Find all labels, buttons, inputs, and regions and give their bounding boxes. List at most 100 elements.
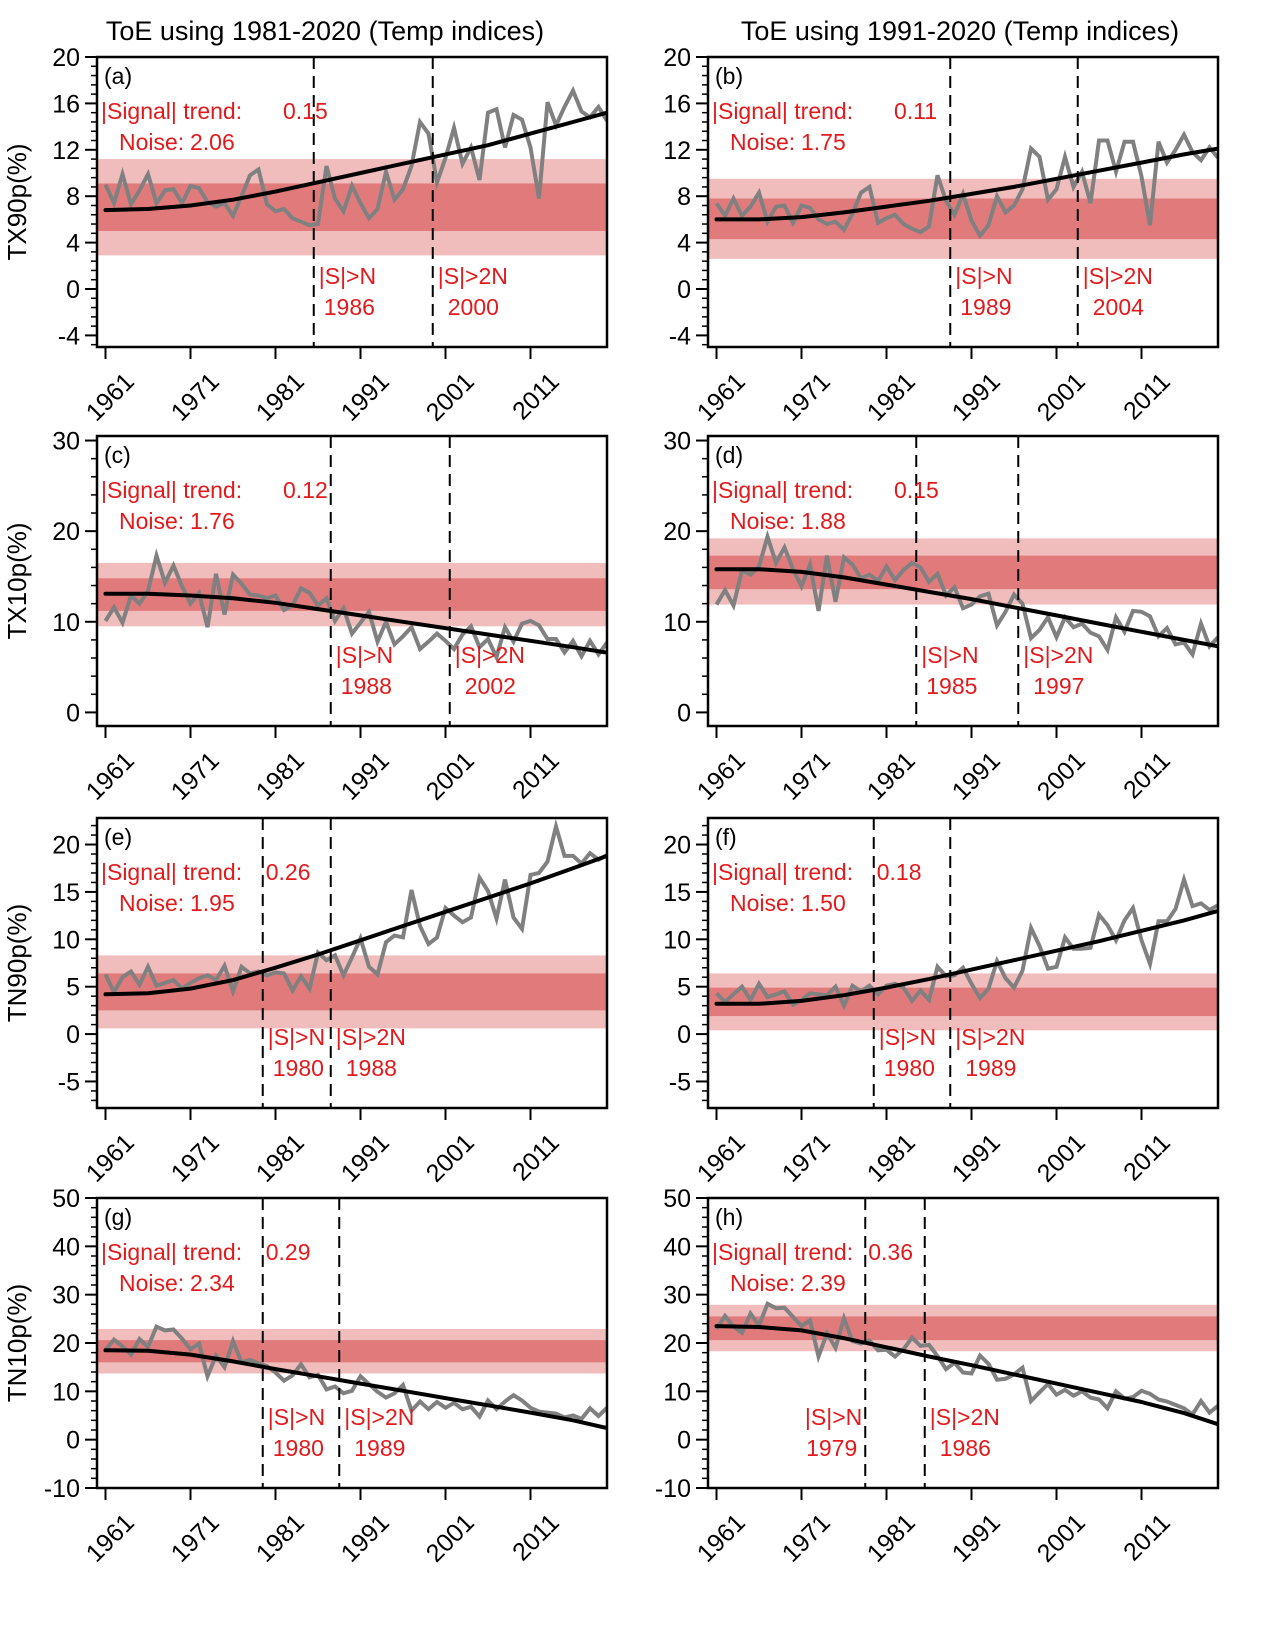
toe-s-gt-n-year: 1986 xyxy=(324,294,375,320)
toe-s-gt-n-year: 1988 xyxy=(341,673,392,699)
y-tick-label: 0 xyxy=(66,699,80,727)
y-tick-label: 8 xyxy=(677,183,691,211)
panel-label: (a) xyxy=(104,63,132,89)
x-tick-label: 2001 xyxy=(421,1509,480,1568)
x-tick-label: 2001 xyxy=(1032,368,1091,427)
noise-value: 1.76 xyxy=(190,508,235,534)
y-tick-label: 20 xyxy=(52,44,80,72)
toe-s-gt-n-year: 1980 xyxy=(273,1435,324,1461)
y-tick-label: 4 xyxy=(677,230,691,258)
y-tick-label: 10 xyxy=(52,926,80,954)
toe-s-gt-2n-label: |S|>2N xyxy=(1023,642,1093,668)
x-tick-label: 2011 xyxy=(1118,368,1176,426)
y-tick-label: 15 xyxy=(52,879,80,907)
y-tick-label: 10 xyxy=(52,1378,80,1406)
y-tick-label: 30 xyxy=(52,1282,80,1310)
panel-d: 0 10 20 30 1961 1971 1981 1991 2001 2011 (d) |Signa… xyxy=(663,428,1220,806)
x-tick-label: 2001 xyxy=(1032,1509,1091,1568)
observed-series-line xyxy=(103,85,607,228)
panel-g: -10 0 10 20 30 40 50 1961 1971 1981 1991 2001 2011 TN… xyxy=(2,1185,609,1568)
y-tick-label: 20 xyxy=(663,1330,691,1358)
toe-s-gt-2n-label: |S|>2N xyxy=(930,1404,1000,1430)
toe-s-gt-2n-label: |S|>2N xyxy=(1083,263,1153,289)
x-tick-label: 2001 xyxy=(1032,1129,1091,1188)
x-tick-label: 2001 xyxy=(1032,747,1091,806)
y-tick-label: 12 xyxy=(663,137,691,165)
plot-area xyxy=(97,85,607,256)
x-tick-label: 1981 xyxy=(862,368,921,427)
y-tick-label: 10 xyxy=(663,926,691,954)
plot-area xyxy=(708,872,1218,1031)
x-tick-label: 1981 xyxy=(862,1509,921,1568)
signal-trend-label: |Signal| trend: xyxy=(712,477,853,503)
panel-f: -5 0 5 10 15 20 1961 1971 1981 1991 2001 2011 (f) |Si… xyxy=(663,816,1220,1188)
y-tick-label: 20 xyxy=(52,1330,80,1358)
toe-s-gt-2n-year: 1989 xyxy=(354,1435,405,1461)
plot-frame xyxy=(95,816,609,1110)
x-tick-label: 1981 xyxy=(251,1129,310,1188)
toe-s-gt-2n-label: |S|>2N xyxy=(344,1404,414,1430)
y-tick-label: 10 xyxy=(663,609,691,637)
y-tick-label: 0 xyxy=(66,276,80,304)
toe-s-gt-n-label: |S|>N xyxy=(268,1024,325,1050)
signal-trend-label: |Signal| trend: xyxy=(712,98,853,124)
y-tick-label: -5 xyxy=(58,1068,80,1096)
x-tick-label: 1971 xyxy=(166,368,225,427)
noise-value: 1.88 xyxy=(801,508,846,534)
y-tick-label: 20 xyxy=(663,832,691,860)
plot-area xyxy=(97,1323,607,1431)
x-tick-label: 2011 xyxy=(1118,747,1176,805)
x-tick-label: 1961 xyxy=(81,1509,140,1568)
signal-trend-value: 0.11 xyxy=(894,98,937,124)
x-tick-label: 1991 xyxy=(947,368,1006,427)
y-tick-label: 40 xyxy=(52,1233,80,1261)
x-tick-label: 1991 xyxy=(336,747,395,806)
toe-s-gt-2n-year: 2000 xyxy=(448,294,499,320)
signal-trend-line xyxy=(103,853,607,997)
toe-s-gt-n-label: |S|>N xyxy=(805,1404,862,1430)
y-tick-label: 10 xyxy=(52,609,80,637)
toe-s-gt-2n-year: 1989 xyxy=(965,1055,1016,1081)
x-tick-label: 1961 xyxy=(692,1509,751,1568)
toe-s-gt-n-label: |S|>N xyxy=(319,263,376,289)
panel-a: -4 0 4 8 12 16 20 1961 1971 1981 1991 2001 2011 TX90p… xyxy=(2,44,609,427)
y-tick-label: -10 xyxy=(655,1475,691,1503)
x-tick-label: 2011 xyxy=(507,747,565,805)
noise-value: 1.75 xyxy=(801,129,846,155)
signal-trend-line xyxy=(103,1348,607,1431)
panel-label: (f) xyxy=(715,824,737,850)
x-tick-label: 1961 xyxy=(692,1129,751,1188)
x-tick-label: 1971 xyxy=(777,368,836,427)
toe-s-gt-2n-year: 1988 xyxy=(346,1055,397,1081)
y-tick-label: 0 xyxy=(677,1021,691,1049)
x-tick-label: 1991 xyxy=(947,747,1006,806)
noise-label: Noise: xyxy=(119,890,184,916)
plot-area xyxy=(97,548,607,663)
y-tick-label: 16 xyxy=(52,90,80,118)
toe-s-gt-n-label: |S|>N xyxy=(879,1024,936,1050)
y-tick-label: 10 xyxy=(663,1378,691,1406)
x-tick-label: 1971 xyxy=(166,1509,225,1568)
noise-value: 2.39 xyxy=(801,1270,846,1296)
toe-s-gt-n-year: 1980 xyxy=(273,1055,324,1081)
observed-series-line xyxy=(103,818,607,998)
observed-series-line xyxy=(714,1301,1218,1418)
toe-s-gt-2n-label: |S|>2N xyxy=(455,642,525,668)
x-tick-label: 1971 xyxy=(777,1509,836,1568)
y-tick-label: 0 xyxy=(66,1021,80,1049)
signal-trend-value: 0.26 xyxy=(266,859,311,885)
plot-area xyxy=(708,529,1218,659)
noise-label: Noise: xyxy=(730,890,795,916)
noise-value: 1.50 xyxy=(801,890,846,916)
toe-s-gt-n-label: |S|>N xyxy=(921,642,978,668)
observed-series-line xyxy=(103,548,607,663)
x-tick-label: 1971 xyxy=(166,747,225,806)
y-tick-label: 40 xyxy=(663,1233,691,1261)
y-tick-label: 8 xyxy=(66,183,80,211)
x-tick-label: 2001 xyxy=(421,747,480,806)
y-tick-label: 20 xyxy=(663,44,691,72)
x-tick-label: 1991 xyxy=(336,368,395,427)
x-tick-label: 1961 xyxy=(692,368,751,427)
signal-trend-line xyxy=(714,1324,1218,1427)
